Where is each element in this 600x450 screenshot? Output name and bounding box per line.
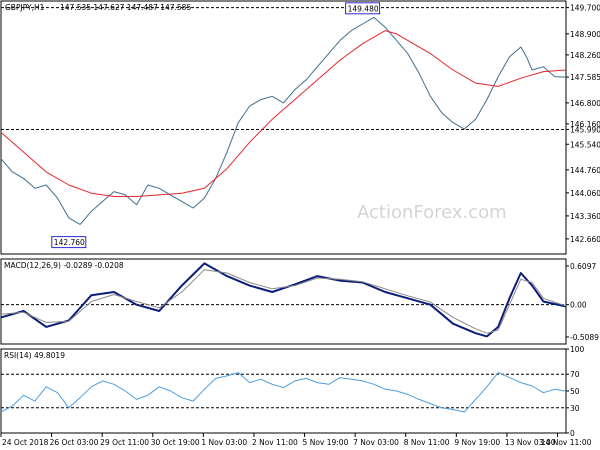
time-axis: 24 Oct 2018 26 Oct 03:00 29 Oct 11:00 30 Oc…	[0, 433, 592, 447]
time-tick-label: 30 Oct 19:00	[151, 438, 200, 447]
rsi-y-tick-label: 0	[570, 429, 575, 438]
price-y-tick-label: 142.660	[570, 235, 600, 244]
time-tick-label: 13 Nov 03:00	[505, 438, 556, 447]
price-series	[0, 16, 567, 225]
price-y-tick-label: 145.990	[570, 125, 600, 134]
rsi-y-tick-label: 70	[570, 370, 580, 379]
price-moving-average-line	[0, 30, 567, 197]
price-annotation-label: 149.480	[348, 4, 379, 13]
macd-title: MACD(12,26,9) -0.0289 -0.0208	[4, 261, 124, 270]
ohlc-values: 147.535 147.627 147.487 147.585	[60, 3, 191, 12]
macd-y-tick-label: 0.00	[570, 301, 587, 310]
price-y-tick-label: 146.800	[570, 99, 600, 108]
macd-panel: MACD(12,26,9) -0.0289 -0.0208	[0, 258, 567, 345]
price-annotation-box	[51, 236, 87, 249]
price-axis: 149.700 148.900 148.260 147.585 146.800 146.1…	[566, 4, 600, 244]
macd-axis: 0.6097 0.00 -0.5089	[566, 262, 599, 342]
price-y-tick-label: 148.900	[570, 30, 600, 39]
rsi-y-tick-label: 50	[570, 387, 580, 396]
time-tick-label: 26 Oct 03:00	[50, 438, 99, 447]
price-panel-frame	[0, 0, 567, 255]
macd-y-tick-label: -0.5089	[570, 333, 599, 342]
price-y-tick-label: 145.540	[570, 140, 600, 149]
price-annotation-label: 142.760	[54, 238, 85, 247]
rsi-panel-frame	[0, 348, 567, 434]
rsi-panel: RSI(14) 49.8019	[0, 348, 567, 434]
price-panel: ActionForex.com 149.480 142.760 GBPJPY,H1…	[0, 0, 567, 255]
price-y-tick-label: 147.585	[570, 73, 600, 82]
price-y-tick-label: 149.700	[570, 4, 600, 13]
price-y-tick-label: 143.360	[570, 212, 600, 221]
time-tick-label: 7 Nov 03:00	[353, 438, 399, 447]
price-y-tick-label: 146.160	[570, 120, 600, 129]
time-tick-label: 24 Oct 2018	[2, 438, 49, 447]
time-tick-label: 29 Oct 11:00	[100, 438, 149, 447]
symbol-title: GBPJPY,H1	[5, 3, 45, 12]
time-tick-label: 2 Nov 11:00	[252, 438, 298, 447]
rsi-y-tick-label: 100	[570, 345, 585, 354]
macd-y-tick-label: 0.6097	[570, 262, 596, 271]
price-y-tick-label: 144.760	[570, 166, 600, 175]
price-y-tick-label: 144.060	[570, 189, 600, 198]
watermark: ActionForex.com	[357, 202, 507, 223]
rsi-rsi-line	[0, 372, 567, 413]
time-tick-label: 8 Nov 11:00	[404, 438, 450, 447]
macd-signal-line	[0, 269, 567, 334]
macd-series	[0, 262, 567, 338]
price-annotations: 149.480 142.760	[51, 2, 381, 249]
price-levels	[1, 7, 566, 130]
time-tick-label: 9 Nov 19:00	[454, 438, 500, 447]
time-tick-label: 1 Nov 03:00	[201, 438, 247, 447]
macd-macd-line	[0, 262, 567, 338]
price-y-tick-label: 148.260	[570, 51, 600, 60]
rsi-y-tick-label: 30	[570, 404, 580, 413]
rsi-title: RSI(14) 49.8019	[4, 351, 65, 360]
rsi-series	[0, 372, 567, 413]
price-annotation-box	[345, 2, 381, 15]
price-price-line	[0, 16, 567, 225]
rsi-axis: 100 70 50 30 0	[566, 345, 585, 438]
macd-panel-frame	[0, 258, 567, 345]
time-tick-label: 14 Nov 11:00	[541, 438, 592, 447]
rsi-levels	[1, 373, 566, 409]
time-tick-label: 5 Nov 19:00	[303, 438, 349, 447]
